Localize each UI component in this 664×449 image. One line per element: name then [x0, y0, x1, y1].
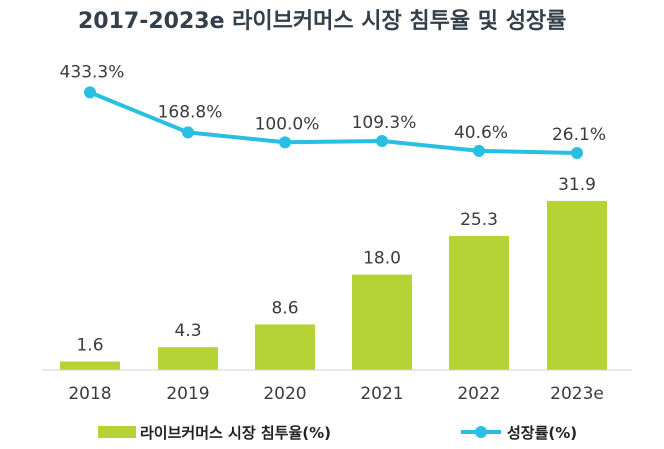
bar-2018 [60, 361, 120, 370]
growth-point-2019 [182, 126, 194, 139]
growth-value-label-2023e: 26.1% [552, 125, 606, 145]
growth-value-label-2022: 40.6% [454, 123, 508, 143]
legend-line-label: 성장률(%) [507, 424, 577, 442]
growth-value-label-2019: 168.8% [158, 102, 223, 122]
legend: 라이브커머스 시장 침투율(%) 성장률(%) [98, 424, 577, 442]
legend-bar-label: 라이브커머스 시장 침투율(%) [140, 424, 331, 442]
x-tick-label-2022: 2022 [457, 384, 500, 404]
growth-point-2023e [571, 147, 583, 159]
bar-2021 [352, 274, 412, 370]
growth-line [89, 90, 578, 155]
legend-line-marker [475, 426, 487, 438]
bar-series: 1.6 4.3 8.6 18.0 25.3 31.9 [60, 175, 607, 370]
bar-2023e [547, 200, 607, 370]
bar-2020 [255, 324, 315, 370]
chart-title: 2017-2023e 라이브커머스 시장 침투율 및 성장률 [78, 9, 566, 34]
growth-point-2018 [84, 86, 96, 99]
x-tick-label-2021: 2021 [360, 384, 403, 404]
bar-value-label-2018: 1.6 [76, 336, 103, 356]
x-tick-label-2018: 2018 [68, 384, 111, 404]
bar-value-label-2022: 25.3 [460, 210, 498, 230]
bar-value-label-2021: 18.0 [363, 249, 401, 269]
legend-bar-swatch [98, 426, 136, 438]
x-tick-label-2020: 2020 [263, 384, 306, 404]
bar-value-label-2020: 8.6 [271, 298, 298, 318]
growth-value-label-2020: 100.0% [255, 114, 320, 134]
growth-line-series: 433.3% 168.8% 100.0% 109.3% 40.6% 26.1% [60, 62, 606, 159]
x-axis-ticks: 2018 2019 2020 2021 2022 2023e [68, 384, 604, 404]
growth-point-2022 [473, 144, 485, 157]
growth-point-2020 [279, 136, 291, 149]
growth-point-2021 [376, 134, 388, 147]
growth-value-label-2021: 109.3% [352, 113, 417, 133]
bar-2022 [449, 235, 509, 370]
x-tick-label-2023e: 2023e [550, 384, 604, 404]
bar-value-label-2019: 4.3 [174, 321, 201, 341]
x-tick-label-2019: 2019 [166, 384, 209, 404]
bar-value-label-2023e: 31.9 [558, 175, 596, 195]
bar-2019 [158, 347, 218, 370]
growth-value-label-2018: 433.3% [60, 62, 125, 82]
